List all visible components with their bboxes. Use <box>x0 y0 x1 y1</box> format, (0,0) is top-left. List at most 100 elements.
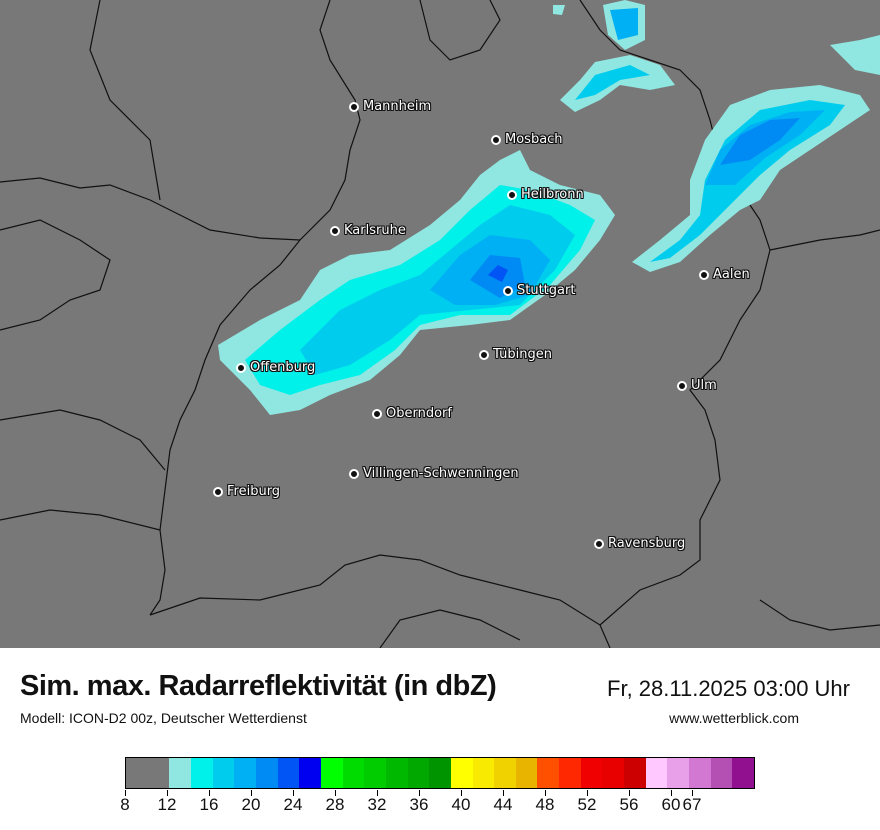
city-villingen-schwenningen: Villingen-Schwenningen <box>349 466 519 481</box>
legend-color-cell <box>732 758 755 788</box>
city-mannheim: Mannheim <box>349 99 431 114</box>
legend-tick <box>587 790 588 796</box>
model-subtitle: Modell: ICON-D2 00z, Deutscher Wetterdie… <box>20 710 307 726</box>
city-dot-icon <box>349 101 359 112</box>
city-dot-icon <box>330 225 340 236</box>
legend-tick <box>545 790 546 796</box>
legend-color-cell <box>624 758 646 788</box>
city-oberndorf: Oberndorf <box>372 406 452 421</box>
border-line <box>769 229 880 251</box>
city-dot-icon <box>507 189 517 200</box>
border-line <box>0 177 301 241</box>
rain-area-blue1 <box>610 8 638 40</box>
website-label: www.wetterblick.com <box>669 710 799 726</box>
border-line <box>579 0 771 626</box>
legend-tick-label: 52 <box>577 795 597 814</box>
border-line <box>0 409 166 471</box>
legend-tick <box>692 790 693 796</box>
legend-tick-label: 12 <box>157 795 177 814</box>
forecast-datetime: Fr, 28.11.2025 03:00 Uhr <box>607 676 850 701</box>
city-dot-icon <box>349 468 359 479</box>
radar-map: Mannheim Mosbach Heilbronn Karlsruhe Stu… <box>0 0 880 648</box>
legend-tick-label: 36 <box>409 795 429 814</box>
map-canvas <box>0 0 880 648</box>
rain-area-light <box>553 5 565 15</box>
legend-tick <box>335 790 336 796</box>
legend-tick-label: 67 <box>682 795 702 814</box>
map-title: Sim. max. Radarreflektivität (in dbZ) <box>20 670 497 702</box>
city-label: Ravensburg <box>608 536 686 551</box>
legend-color-cell <box>234 758 256 788</box>
city-ravensburg: Ravensburg <box>594 536 685 551</box>
legend-tick <box>671 790 672 796</box>
city-label: Aalen <box>713 267 750 282</box>
legend-tick-label: 16 <box>199 795 219 814</box>
rain-area-blue3 <box>488 265 508 282</box>
legend-color-cell <box>689 758 711 788</box>
city-dot-icon <box>372 408 382 419</box>
color-legend <box>125 757 755 789</box>
border-line <box>0 219 111 331</box>
legend-color-cell <box>255 758 278 788</box>
legend-tick <box>461 790 462 796</box>
city-label: Karlsruhe <box>344 223 406 238</box>
legend-color-cell <box>472 758 495 788</box>
borders <box>0 0 880 648</box>
legend-tick-label: 8 <box>120 795 130 814</box>
legend-tick <box>167 790 168 796</box>
city-dot-icon <box>236 362 246 373</box>
city-label: Tübingen <box>493 347 552 362</box>
rain-area-blue2 <box>720 118 800 165</box>
legend-color-cell <box>450 758 473 788</box>
legend-tick-label: 40 <box>451 795 471 814</box>
legend-tick-label: 24 <box>283 795 303 814</box>
border-line <box>149 239 301 616</box>
city-karlsruhe: Karlsruhe <box>330 223 406 238</box>
legend-color-cell <box>299 758 321 788</box>
legend-tick-label: 28 <box>325 795 345 814</box>
border-line <box>419 0 501 61</box>
border-line <box>89 0 161 201</box>
legend-color-cell <box>602 758 625 788</box>
legend-color-cell <box>710 758 733 788</box>
legend-color-cell <box>342 758 365 788</box>
city-tuebingen: Tübingen <box>479 347 552 362</box>
city-label: Offenburg <box>250 360 316 375</box>
legend-color-cell <box>559 758 581 788</box>
city-label: Mosbach <box>505 132 563 147</box>
legend-tick <box>419 790 420 796</box>
legend-tick-label: 32 <box>367 795 387 814</box>
legend-color-cell <box>277 758 300 788</box>
city-stuttgart: Stuttgart <box>503 283 575 298</box>
legend-color-cell <box>385 758 408 788</box>
rain-area-cyan <box>575 65 650 100</box>
city-dot-icon <box>677 380 687 391</box>
legend-color-cell <box>320 758 343 788</box>
legend-color-cell <box>407 758 430 788</box>
legend-color-cell <box>364 758 386 788</box>
city-label: Mannheim <box>363 99 432 114</box>
legend-tick-label: 56 <box>619 795 639 814</box>
city-heilbronn: Heilbronn <box>507 187 584 202</box>
city-dot-icon <box>594 538 604 549</box>
city-label: Heilbronn <box>521 187 584 202</box>
border-line <box>0 509 161 531</box>
legend-tick <box>209 790 210 796</box>
city-dot-icon <box>503 285 513 296</box>
legend-color-cell <box>494 758 516 788</box>
legend-tick-label: 20 <box>241 795 261 814</box>
city-label: Villingen-Schwenningen <box>363 466 519 481</box>
legend-color-cell <box>537 758 560 788</box>
city-label: Ulm <box>691 378 717 393</box>
city-label: Freiburg <box>227 484 281 499</box>
legend-tick-label: 60 <box>661 795 681 814</box>
legend-tick <box>125 790 126 796</box>
border-line <box>149 554 611 648</box>
city-mosbach: Mosbach <box>491 132 563 147</box>
legend-tick <box>377 790 378 796</box>
legend-color-cell <box>645 758 668 788</box>
legend-color-cell <box>190 758 213 788</box>
rain-area-light <box>560 55 675 112</box>
city-ulm: Ulm <box>677 378 717 393</box>
legend-color-cell <box>126 758 170 788</box>
